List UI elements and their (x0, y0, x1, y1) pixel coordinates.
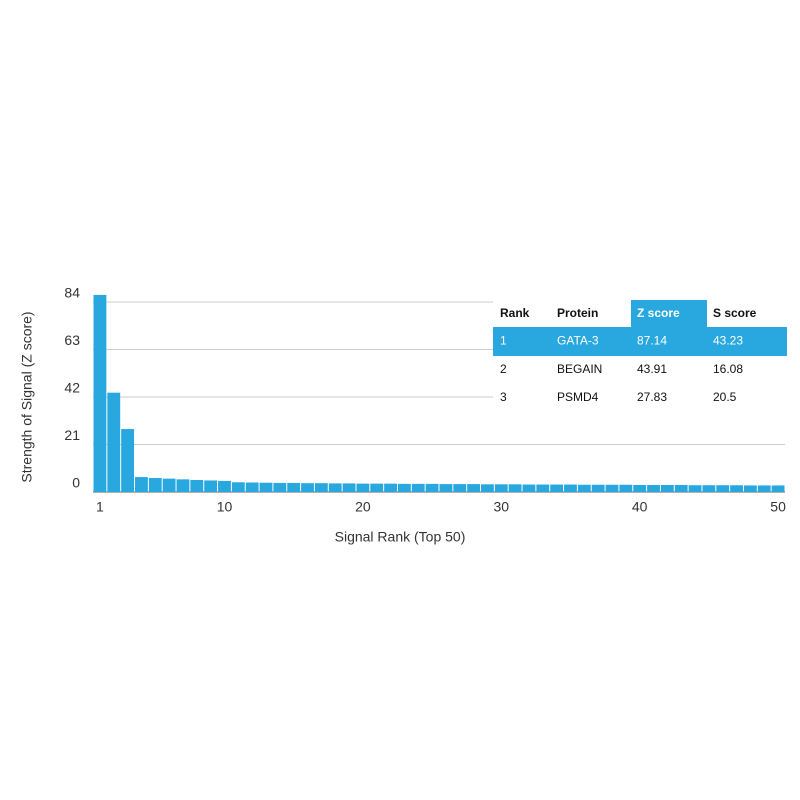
x-tick-label: 1 (96, 499, 104, 515)
column-header: Z score (637, 306, 680, 320)
bar (674, 484, 688, 492)
bar (536, 484, 550, 492)
bar (314, 483, 328, 492)
bar (660, 484, 674, 492)
bar (716, 485, 730, 492)
bar (204, 480, 218, 492)
x-tick-label: 20 (355, 499, 371, 515)
bar (162, 478, 176, 492)
bar (93, 294, 107, 492)
table-cell: 16.08 (713, 362, 743, 376)
column-header: Rank (500, 306, 530, 320)
x-tick-label: 30 (493, 499, 509, 515)
bar (121, 429, 135, 492)
row-highlight (493, 327, 787, 356)
table-cell: 87.14 (637, 334, 667, 348)
bar (508, 484, 522, 492)
table-cell: GATA-3 (557, 334, 599, 348)
bar (647, 484, 660, 492)
bar (287, 482, 301, 492)
x-tick-label: 40 (632, 499, 648, 515)
bar (107, 392, 121, 492)
bar (397, 483, 411, 492)
bar (467, 484, 481, 492)
x-tick-label: 10 (217, 499, 233, 515)
bar (619, 484, 633, 492)
table-cell: 27.83 (637, 390, 667, 404)
y-tick-label: 84 (64, 285, 80, 301)
bar (688, 485, 702, 492)
bar (757, 485, 771, 492)
bar (771, 485, 785, 492)
bar (481, 484, 494, 492)
bar (245, 482, 259, 492)
table-cell: 3 (500, 390, 507, 404)
bar (148, 477, 162, 492)
y-tick-label: 21 (64, 427, 80, 443)
y-axis-label: Strength of Signal (Z score) (19, 311, 35, 482)
column-header: S score (713, 306, 757, 320)
bar (218, 480, 231, 492)
bar (494, 484, 508, 492)
bar (564, 484, 577, 492)
bar (550, 484, 564, 492)
y-tick-label: 42 (64, 380, 80, 396)
bar (425, 483, 439, 492)
bar (176, 479, 190, 492)
bar (453, 484, 467, 492)
bar (591, 484, 605, 492)
table-cell: 20.5 (713, 390, 737, 404)
bar (439, 484, 453, 492)
x-tick-label: 50 (770, 499, 786, 515)
table-cell: BEGAIN (557, 362, 602, 376)
bar (370, 483, 384, 492)
bar (273, 482, 287, 492)
table-cell: 43.23 (713, 334, 743, 348)
bar (605, 484, 619, 492)
table-cell: 2 (500, 362, 507, 376)
bar (730, 485, 743, 492)
table-cell: 1 (500, 334, 507, 348)
table-cell: 43.91 (637, 362, 667, 376)
column-header: Protein (557, 306, 598, 320)
table-cell: PSMD4 (557, 390, 599, 404)
bar (231, 482, 245, 492)
bar (411, 483, 425, 492)
bar (301, 483, 314, 492)
y-tick-label: 0 (72, 475, 80, 491)
header-highlight (631, 300, 707, 327)
x-axis-label: Signal Rank (Top 50) (335, 529, 466, 545)
table: Rank Protein Z score S score 1 GATA-3 87.14 43.… (493, 300, 787, 412)
bar (577, 484, 591, 492)
bar (743, 485, 757, 492)
bar (259, 482, 273, 492)
bar (702, 485, 716, 492)
bar (522, 484, 536, 492)
bar (633, 484, 647, 492)
bar (190, 480, 204, 492)
y-tick-label: 63 (64, 332, 80, 348)
bar (135, 477, 148, 492)
bar (342, 483, 356, 492)
bar (384, 483, 397, 492)
bar (328, 483, 342, 492)
bar (356, 483, 370, 492)
